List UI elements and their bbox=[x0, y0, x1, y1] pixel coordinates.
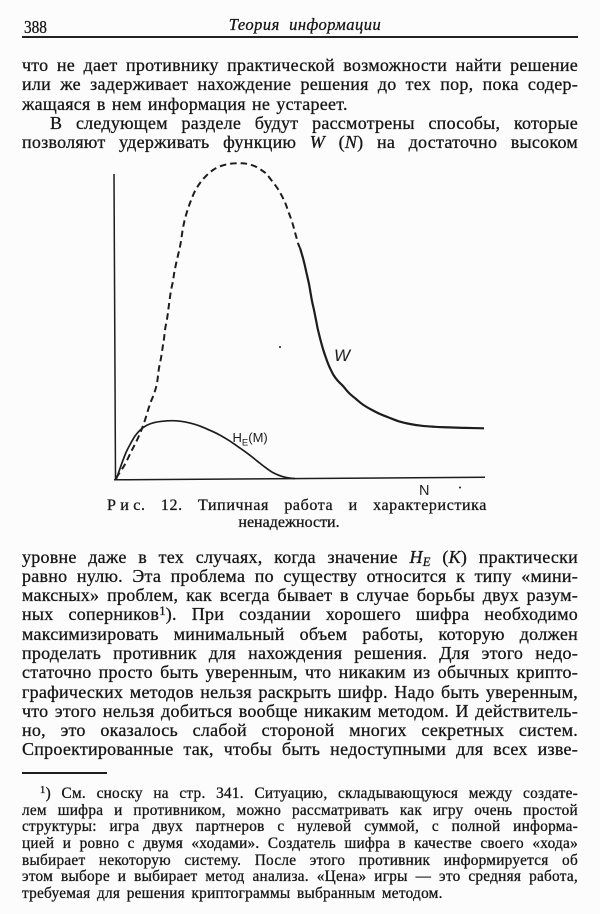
svg-text:N: N bbox=[419, 483, 429, 499]
svg-text:HE(M): HE(M) bbox=[233, 430, 268, 449]
svg-text:W: W bbox=[334, 346, 352, 365]
